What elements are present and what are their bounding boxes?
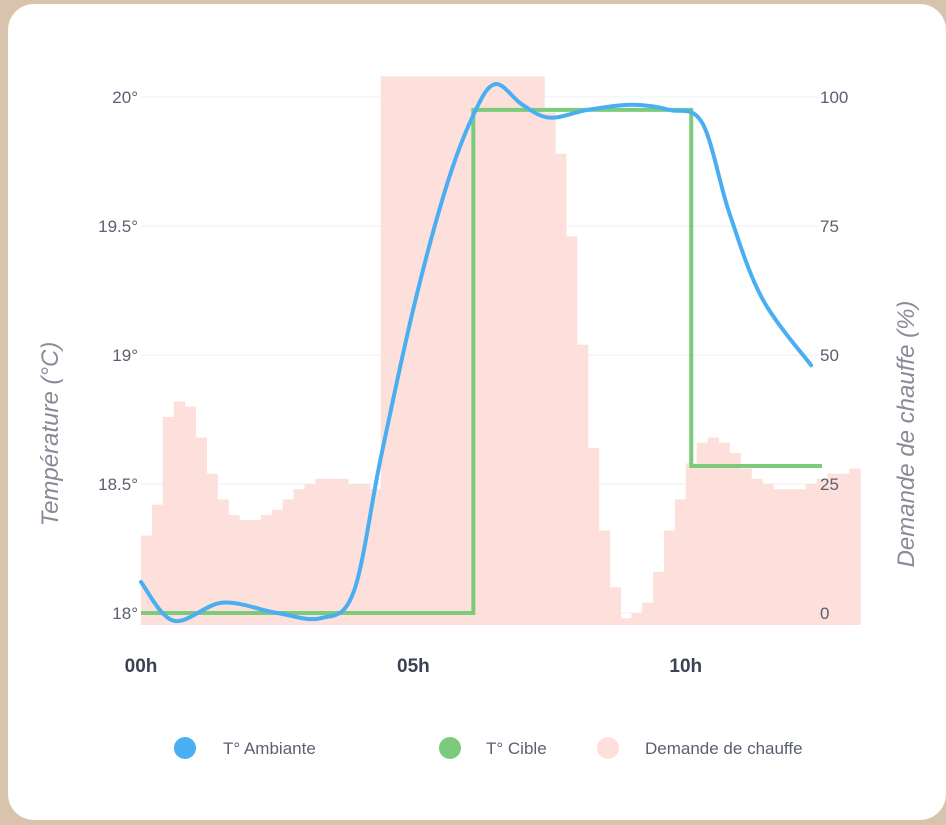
demand-bar: [162, 416, 175, 625]
demand-bar: [435, 76, 447, 626]
x-tick-label: 00h: [125, 656, 158, 677]
demand-bar: [718, 442, 730, 625]
demand-bar: [195, 437, 207, 625]
demand-bar: [478, 76, 491, 626]
demand-bar: [391, 76, 404, 626]
right-tick-label: 75: [820, 217, 839, 236]
right-axis-ticks: 0 25 50 75 100: [820, 88, 848, 623]
demand-bar: [664, 530, 676, 625]
demand-bar: [282, 499, 295, 625]
right-axis-label: Demande de chauffe (%): [893, 301, 920, 568]
demand-bar: [642, 602, 654, 625]
demand-bar: [794, 489, 807, 625]
demand-bar: [271, 509, 284, 625]
legend: T° Ambiante T° Cible Demande de chauffe: [174, 737, 803, 759]
demand-bar: [141, 535, 153, 625]
legend-label: Demande de chauffe: [645, 739, 803, 758]
demand-bar: [631, 613, 643, 625]
demand-bar: [674, 499, 687, 625]
legend-swatch: [439, 737, 461, 759]
demand-bar: [424, 76, 436, 626]
demand-bar: [315, 478, 327, 625]
series-lines: [139, 82, 822, 624]
demand-bar: [489, 76, 502, 626]
left-tick-label: 19°: [112, 346, 138, 365]
demand-bar: [228, 514, 240, 625]
demand-bar: [772, 489, 785, 625]
left-axis-ticks: 18° 18.5° 19° 19.5° 20°: [98, 88, 138, 623]
demand-bar: [587, 447, 600, 625]
left-tick-label: 18.5°: [98, 475, 138, 494]
right-tick-label: 100: [820, 88, 848, 107]
demand-bar: [456, 76, 469, 626]
demand-bar: [239, 520, 251, 625]
demand-bar: [827, 473, 839, 625]
demand-bar: [783, 489, 796, 625]
demand-bar: [565, 236, 578, 625]
legend-label: T° Ambiante: [223, 739, 316, 758]
demand-bar: [740, 468, 752, 625]
demand-bar: [184, 406, 197, 625]
demand-bar: [838, 473, 850, 625]
demand-bar: [206, 473, 218, 625]
demand-bar: [304, 484, 316, 625]
demand-bar: [173, 401, 186, 625]
x-tick-label: 10h: [669, 656, 702, 677]
demand-bar: [544, 112, 556, 626]
demand-bar: [598, 530, 611, 625]
demand-bar: [805, 484, 818, 625]
right-tick-label: 25: [820, 475, 839, 494]
demand-bar: [380, 76, 393, 626]
demand-bar: [249, 520, 262, 625]
demand-bar: [762, 484, 774, 625]
demand-bar: [217, 499, 229, 625]
left-tick-label: 18°: [112, 604, 138, 623]
demand-bar: [413, 76, 425, 626]
left-tick-label: 19.5°: [98, 217, 138, 236]
demand-bar: [326, 478, 338, 625]
demand-bar: [696, 442, 709, 625]
demand-bar: [522, 76, 534, 626]
demand-bar: [609, 587, 622, 625]
legend-swatch: [174, 737, 196, 759]
left-tick-label: 20°: [112, 88, 138, 107]
demand-bar: [729, 453, 741, 625]
left-axis-label: Température (°C): [37, 342, 64, 527]
demand-bar: [816, 478, 829, 625]
heating-demand-bars: [141, 76, 861, 626]
legend-swatch: [597, 737, 619, 759]
right-tick-label: 0: [820, 604, 829, 623]
demand-bar: [653, 571, 665, 625]
demand-bar: [685, 463, 698, 625]
demand-bar: [260, 514, 273, 625]
demand-bar: [849, 468, 861, 625]
legend-label: T° Cible: [486, 739, 547, 758]
right-tick-label: 50: [820, 346, 839, 365]
demand-bar: [446, 76, 458, 626]
demand-bar: [369, 489, 382, 625]
chart: 18° 18.5° 19° 19.5° 20° 0 25 50 75 100 00h 05h 10h…: [37, 76, 920, 759]
demand-bar: [402, 76, 414, 626]
demand-bar: [293, 489, 306, 625]
x-tick-label: 05h: [397, 656, 430, 677]
demand-bar: [576, 344, 589, 625]
demand-bar: [511, 76, 523, 626]
demand-bar: [620, 618, 632, 625]
chart-card: 18° 18.5° 19° 19.5° 20° 0 25 50 75 100 00h 05h 10h…: [8, 4, 946, 820]
demand-bar: [337, 478, 349, 625]
demand-bar: [751, 478, 763, 625]
demand-bar: [348, 484, 360, 625]
demand-bar: [500, 76, 513, 626]
demand-bar: [533, 76, 545, 626]
x-axis-ticks: 00h 05h 10h: [125, 656, 703, 677]
demand-bar: [151, 504, 164, 625]
ambient-temperature-line: [139, 82, 814, 624]
demand-bar: [555, 153, 567, 625]
demand-bar: [707, 437, 720, 625]
